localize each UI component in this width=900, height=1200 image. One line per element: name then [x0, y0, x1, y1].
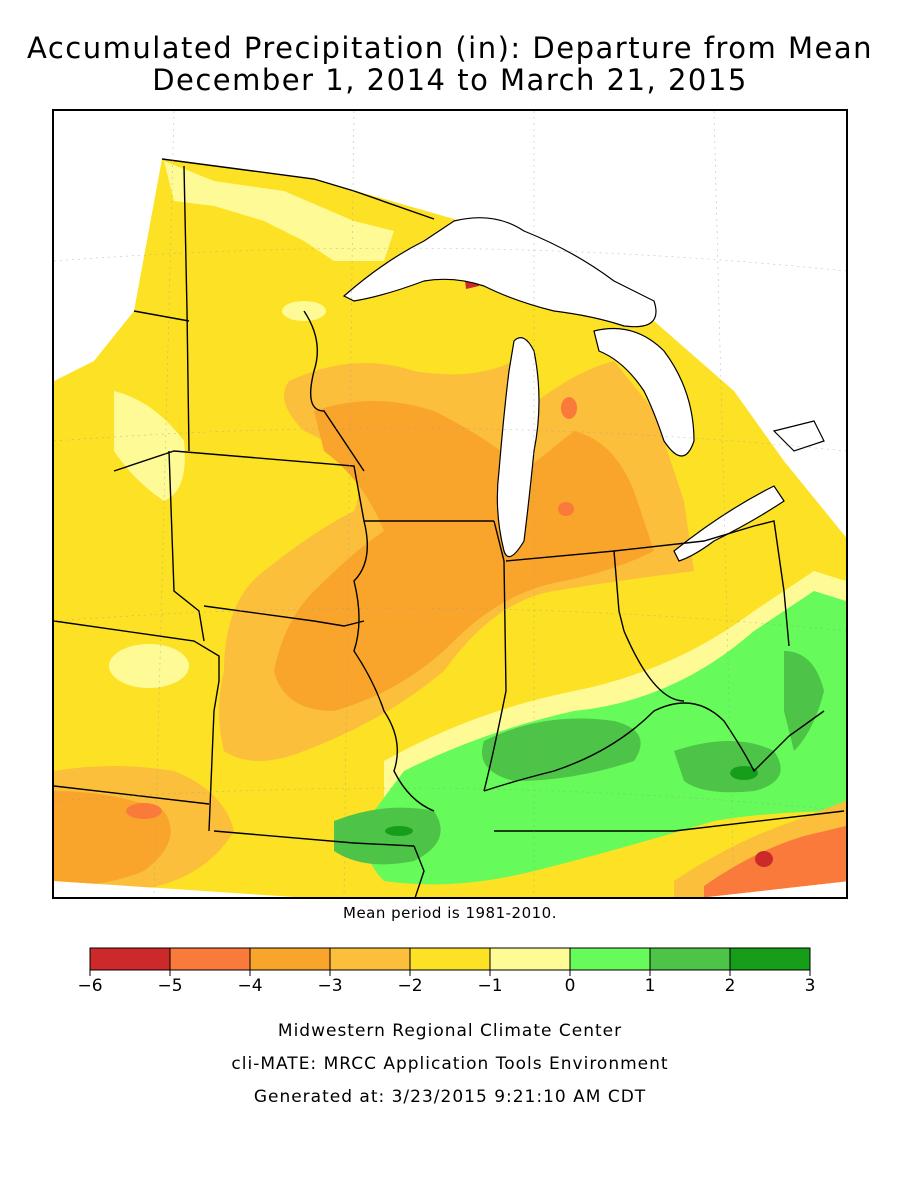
legend-tick-label: −6	[77, 976, 102, 996]
lake-michigan	[496, 337, 540, 558]
lake-superior	[342, 217, 657, 328]
legend-tick-label: −1	[477, 976, 502, 996]
mean-period-note: Mean period is 1981-2010.	[343, 904, 557, 922]
lake-erie	[673, 485, 785, 562]
legend-swatch	[649, 947, 731, 971]
legend-tick-label: −2	[397, 976, 422, 996]
map-title: Accumulated Precipitation (in): Departur…	[26, 31, 874, 65]
footer-tool: cli-MATE: MRCC Application Tools Environ…	[231, 1054, 669, 1074]
state-boundaries	[54, 158, 845, 897]
legend-tick-label: 1	[645, 976, 656, 996]
legend-tick-label: 2	[725, 976, 736, 996]
legend-swatch	[569, 947, 651, 971]
footer-organization: Midwestern Regional Climate Center	[277, 1021, 623, 1041]
legend-tick-label: −4	[237, 976, 262, 996]
legend-swatch	[249, 947, 331, 971]
legend-tick-label: 0	[565, 976, 576, 996]
legend-swatch	[169, 947, 251, 971]
legend-tick-label: −5	[157, 976, 182, 996]
precipitation-map	[52, 109, 848, 899]
legend-swatch	[729, 947, 811, 971]
lake-ontario	[772, 420, 825, 452]
color-legend: −6 −5 −4 −3 −2 −1 0 1 2 3	[0, 946, 900, 996]
map-date-range: December 1, 2014 to March 21, 2015	[152, 63, 748, 97]
lake-huron	[593, 327, 695, 457]
legend-swatch	[329, 947, 411, 971]
graticule	[54, 111, 846, 897]
legend-swatch	[489, 947, 571, 971]
footer-generated-at: Generated at: 3/23/2015 9:21:10 AM CDT	[253, 1087, 647, 1107]
legend-tick-label: 3	[805, 976, 816, 996]
legend-tick-label: −3	[317, 976, 342, 996]
great-lakes	[342, 217, 825, 562]
legend-swatch	[89, 947, 171, 971]
legend-swatch	[409, 947, 491, 971]
